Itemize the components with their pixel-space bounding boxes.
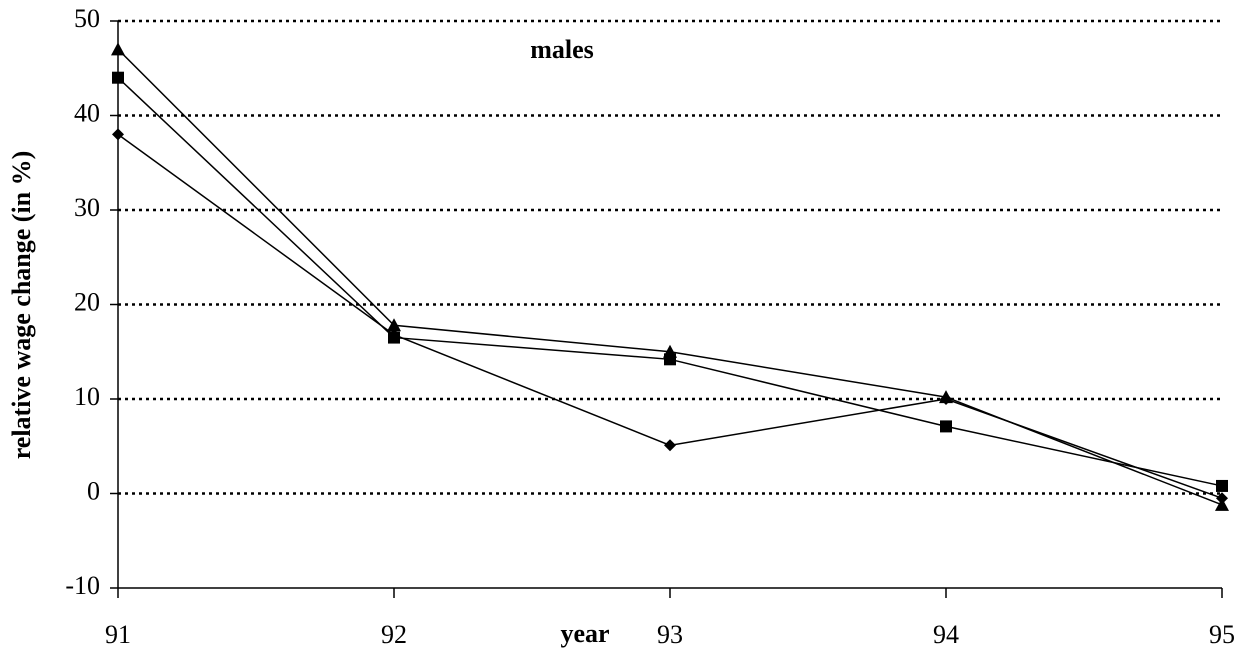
y-tick-label: 50 <box>74 4 100 33</box>
marker <box>940 420 952 433</box>
x-tick-label: 91 <box>105 620 131 649</box>
y-tick-label: 30 <box>74 193 100 222</box>
y-axis-label: relative wage change (in %) <box>7 151 36 460</box>
chart-title: males <box>530 35 594 64</box>
x-tick-label: 95 <box>1209 620 1235 649</box>
x-tick-label: 92 <box>381 620 407 649</box>
y-tick-label: 10 <box>74 382 100 411</box>
x-tick-label: 94 <box>933 620 959 649</box>
x-axis-label: year <box>560 619 609 648</box>
y-tick-label: 40 <box>74 98 100 127</box>
marker <box>664 439 676 452</box>
marker <box>111 42 125 56</box>
series-line <box>117 48 1223 506</box>
marker <box>1215 497 1229 511</box>
y-tick-label: 20 <box>74 287 100 316</box>
y-tick-label: 0 <box>87 476 100 505</box>
marker <box>388 331 400 344</box>
series-line <box>117 77 1223 487</box>
x-tick-label: 93 <box>657 620 683 649</box>
marker <box>939 390 953 404</box>
marker <box>112 71 124 84</box>
marker <box>1216 479 1228 492</box>
marker <box>663 344 677 358</box>
marker <box>387 318 401 332</box>
marker <box>112 128 124 141</box>
y-tick-label: -10 <box>65 571 100 600</box>
